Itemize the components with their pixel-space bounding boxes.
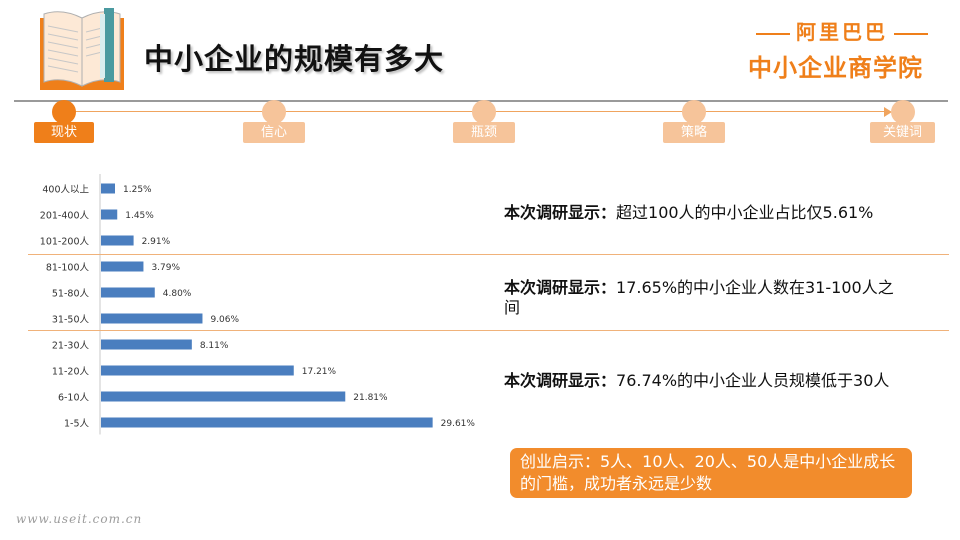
category-label: 11-20人	[52, 367, 90, 378]
category-label: 400人以上	[42, 185, 89, 196]
bar	[101, 183, 115, 194]
insight-callout: 创业启示：5人、10人、20人、50人是中小企业成长的门槛，成功者永远是少数	[510, 448, 912, 498]
watermark: www.useit.com.cn	[16, 512, 143, 526]
bar	[101, 313, 203, 324]
finding-2: 本次调研显示：17.65%的中小企业人数在31-100人之间	[504, 278, 904, 318]
finding-3: 本次调研显示：76.74%的中小企业人员规模低于30人	[504, 371, 904, 391]
category-label: 201-400人	[40, 211, 90, 222]
category-label: 81-100人	[46, 263, 90, 274]
category-label: 1-5人	[64, 419, 90, 430]
finding-3-prefix: 本次调研显示：	[504, 371, 617, 390]
value-label: 21.81%	[353, 393, 388, 403]
tab-status[interactable]: 现状	[34, 122, 94, 143]
category-label: 21-30人	[52, 341, 90, 352]
brand-dash-left	[756, 32, 790, 35]
finding-1-text: 超过100人的中小企业占比仅5.61%	[616, 203, 874, 222]
timeline-node-2	[262, 100, 286, 124]
bar	[101, 339, 192, 350]
bar	[101, 209, 118, 220]
finding-1-prefix: 本次调研显示：	[504, 203, 617, 222]
bar	[101, 417, 433, 428]
category-label: 101-200人	[40, 237, 90, 248]
value-label: 8.11%	[200, 341, 229, 351]
finding-3-text: 76.74%的中小企业人员规模低于30人	[616, 371, 890, 390]
finding-2-prefix: 本次调研显示：	[504, 278, 617, 297]
employee-size-bar-chart: 400人以上 1.25% 201-400人 1.45% 101-200人 2.91% 81-…	[40, 174, 476, 435]
brand-logo-text: 中小企业商学院	[748, 54, 923, 82]
finding-1: 本次调研显示：超过100人的中小企业占比仅5.61%	[504, 203, 904, 223]
section-separator-1	[28, 254, 949, 255]
value-label: 17.21%	[302, 367, 337, 377]
brand-dash-right	[894, 32, 928, 35]
page-title: 中小企业的规模有多大	[144, 42, 445, 76]
value-label: 9.06%	[210, 315, 239, 325]
value-label: 4.80%	[163, 289, 192, 299]
category-label: 51-80人	[52, 289, 90, 300]
bar	[101, 287, 155, 298]
book-icon	[40, 8, 124, 90]
bar	[101, 261, 144, 272]
brand-name: 阿里巴巴	[748, 16, 936, 45]
tab-keywords[interactable]: 关键词	[870, 122, 935, 143]
brand-top-text: 阿里巴巴	[796, 20, 888, 44]
tab-confidence[interactable]: 信心	[243, 122, 305, 143]
timeline-arrow-icon	[884, 107, 892, 117]
section-separator-2	[28, 330, 949, 331]
tab-bottleneck[interactable]: 瓶颈	[453, 122, 515, 143]
value-label: 1.25%	[123, 185, 152, 195]
value-label: 2.91%	[142, 237, 171, 247]
timeline-node-4	[682, 100, 706, 124]
bar	[101, 235, 134, 246]
value-label: 3.79%	[151, 263, 180, 273]
timeline-node-1	[52, 100, 76, 124]
timeline-node-5	[891, 100, 915, 124]
category-label: 6-10人	[58, 393, 90, 404]
timeline-node-3	[472, 100, 496, 124]
tab-strategy[interactable]: 策略	[663, 122, 725, 143]
bar	[101, 391, 346, 402]
value-label: 29.61%	[441, 419, 476, 429]
value-label: 1.45%	[125, 211, 154, 221]
bar	[101, 365, 294, 376]
finding-2-text: 17.65%的中小企业人数在31-100人之间	[504, 278, 894, 317]
category-label: 31-50人	[52, 315, 90, 326]
